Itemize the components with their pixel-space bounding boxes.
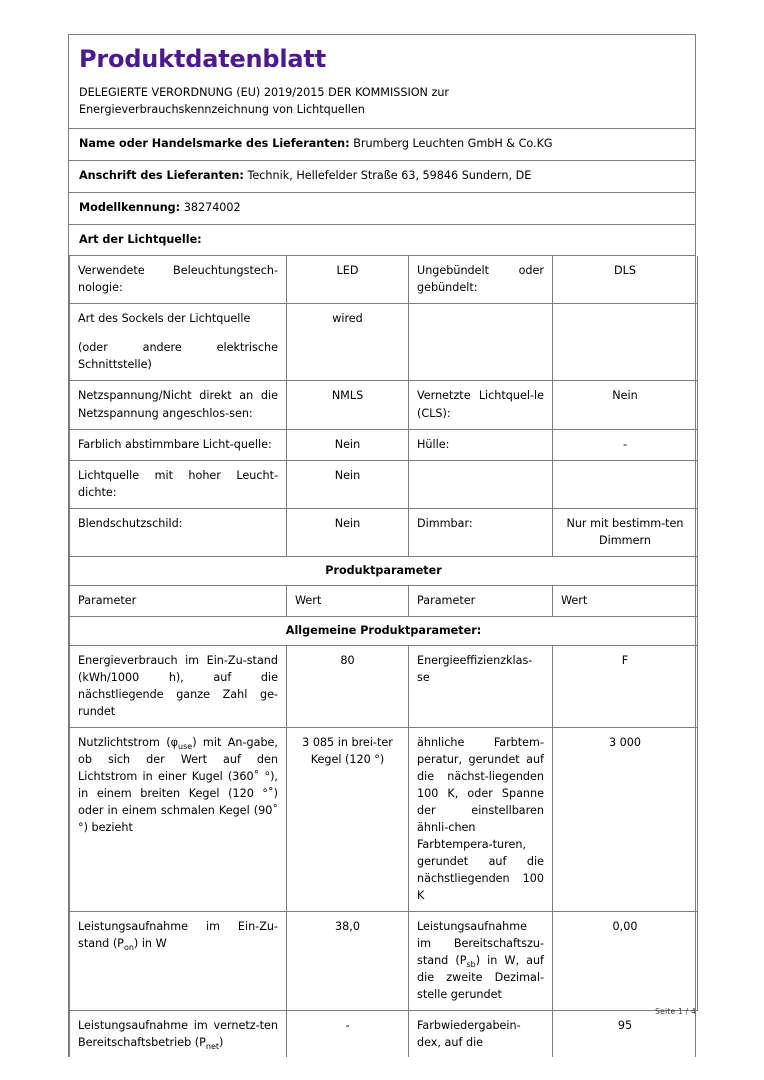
table-row: Leistungsaufnahme im Ein-Zu-stand (Pon) … bbox=[69, 911, 698, 1011]
row-value: LED bbox=[286, 256, 409, 305]
label-prefix: Leistungsaufnahme im Ein-Zu-stand (P bbox=[78, 919, 278, 950]
column-header-wert-2: Wert bbox=[552, 585, 698, 617]
supplier-address-label: Anschrift des Lieferanten: bbox=[79, 169, 244, 183]
row-value-2 bbox=[552, 303, 698, 382]
label-prefix: Leistungsaufnahme im vernetz-ten Bereits… bbox=[78, 1018, 278, 1049]
row-value: 3 085 in brei-ter Kegel (120 °) bbox=[286, 727, 409, 912]
row-value-2: 0,00 bbox=[552, 911, 698, 1011]
row-value-2: - bbox=[552, 429, 698, 461]
row-label-2 bbox=[408, 460, 553, 509]
regulation-line-2: Energieverbrauchskennzeichnung von Licht… bbox=[79, 103, 365, 117]
row-label-line-1: Art des Sockels der Lichtquelle bbox=[78, 312, 251, 326]
label-subscript: use bbox=[178, 741, 193, 751]
row-label-line-2: (oder andere elektrische Schnittstelle) bbox=[78, 341, 278, 372]
product-parameters-table-continued: Leistungsaufnahme im vernetz-ten Bereits… bbox=[69, 1010, 697, 1057]
row-value: Nein bbox=[286, 429, 409, 461]
row-label: Leistungsaufnahme im vernetz-ten Bereits… bbox=[69, 1010, 287, 1057]
row-value: Nein bbox=[286, 460, 409, 509]
light-source-type-heading-row: Art der Lichtquelle: bbox=[69, 225, 695, 257]
label2-prefix: Leistungsaufnahme im Bereitschaftszu-sta… bbox=[417, 919, 544, 967]
table-row: Energieverbrauch im Ein-Zu-stand (kWh/10… bbox=[69, 645, 698, 728]
table-row: Produktparameter bbox=[69, 556, 698, 586]
row-label-2: Hülle: bbox=[408, 429, 553, 461]
supplier-address-value: Technik, Hellefelder Straße 63, 59846 Su… bbox=[247, 169, 532, 183]
model-identifier-label: Modellkennung: bbox=[79, 200, 181, 214]
table-row: Lichtquelle mit hoher Leucht-dichte: Nei… bbox=[69, 460, 698, 509]
column-header-parameter-2: Parameter bbox=[408, 585, 553, 617]
row-value: 38,0 bbox=[286, 911, 409, 1011]
column-header-wert-1: Wert bbox=[286, 585, 409, 617]
table-row: Netzspannung/Nicht direkt an die Netzspa… bbox=[69, 380, 698, 430]
table-row: Farblich abstimmbare Licht-quelle: Nein … bbox=[69, 429, 698, 461]
supplier-name-label: Name oder Handelsmarke des Lieferanten: bbox=[79, 137, 350, 151]
row-label-2 bbox=[408, 303, 553, 382]
row-label-2: Dimmbar: bbox=[408, 508, 553, 557]
table-row: Allgemeine Produktparameter: bbox=[69, 616, 698, 646]
label-suffix: ) in W bbox=[133, 936, 167, 950]
row-value: NMLS bbox=[286, 380, 409, 430]
label-suffix: ) mit An-gabe, ob sich der Wert auf den … bbox=[78, 735, 278, 834]
row-label: Leistungsaufnahme im Ein-Zu-stand (Pon) … bbox=[69, 911, 287, 1011]
row-label: Verwendete Beleuchtungstech-nologie: bbox=[69, 256, 287, 305]
row-value-2: DLS bbox=[552, 256, 698, 305]
row-value-2 bbox=[552, 460, 698, 509]
row-label: Lichtquelle mit hoher Leucht-dichte: bbox=[69, 460, 287, 509]
light-source-table: Verwendete Beleuchtungstech-nologie: LED… bbox=[69, 256, 698, 1011]
row-label-2: ähnliche Farbtem-peratur, gerundet auf d… bbox=[408, 727, 553, 912]
document-header: Produktdatenblatt DELEGIERTE VERORDNUNG … bbox=[69, 35, 695, 130]
phi-symbol: φ bbox=[170, 735, 179, 749]
general-parameters-heading: Allgemeine Produktparameter: bbox=[69, 616, 698, 646]
label-prefix: Nutzlichtstrom ( bbox=[78, 735, 171, 749]
row-value-2: 3 000 bbox=[552, 727, 698, 912]
row-label-2: Leistungsaufnahme im Bereitschaftszu-sta… bbox=[408, 911, 553, 1011]
row-label: Energieverbrauch im Ein-Zu-stand (kWh/10… bbox=[69, 645, 287, 728]
light-source-type-heading: Art der Lichtquelle: bbox=[79, 232, 202, 246]
label2-suffix: ) in W, auf die zweite Dezimal-stelle ge… bbox=[417, 953, 544, 1001]
product-parameters-heading: Produktparameter bbox=[69, 556, 698, 586]
row-value-2: Nur mit bestimm-ten Dimmern bbox=[552, 508, 698, 557]
label-subscript: net bbox=[205, 1042, 220, 1052]
row-value: Nein bbox=[286, 508, 409, 557]
row-value-2: F bbox=[552, 645, 698, 728]
model-identifier-value: 38274002 bbox=[183, 200, 241, 214]
supplier-address-row: Anschrift des Lieferanten: Technik, Hell… bbox=[69, 161, 695, 193]
row-value-2: 95 bbox=[552, 1010, 697, 1057]
row-value: wired bbox=[286, 303, 409, 382]
clipped-last-row: Leistungsaufnahme im vernetz-ten Bereits… bbox=[69, 1010, 697, 1057]
row-label: Farblich abstimmbare Licht-quelle: bbox=[69, 429, 287, 461]
row-value: - bbox=[286, 1010, 409, 1057]
row-label-2: Farbwiedergabein-dex, auf die bbox=[408, 1010, 553, 1057]
row-label: Nutzlichtstrom (φuse) mit An-gabe, ob si… bbox=[69, 727, 287, 912]
label-subscript: on bbox=[123, 943, 134, 953]
row-label-2: Energieeffizienzklas-se bbox=[408, 645, 553, 728]
page-footer: Seite 1 / 4 bbox=[655, 1007, 696, 1016]
row-label: Art des Sockels der Lichtquelle (oder an… bbox=[69, 303, 287, 382]
row-value-2: Nein bbox=[552, 380, 698, 430]
row-label: Netzspannung/Nicht direkt an die Netzspa… bbox=[69, 380, 287, 430]
table-row: Blendschutzschild: Nein Dimmbar: Nur mit… bbox=[69, 508, 698, 557]
regulation-line-1: DELEGIERTE VERORDNUNG (EU) 2019/2015 DER… bbox=[79, 86, 450, 100]
table-header-row: Parameter Wert Parameter Wert bbox=[69, 585, 698, 617]
regulation-subtitle: DELEGIERTE VERORDNUNG (EU) 2019/2015 DER… bbox=[79, 84, 685, 118]
row-label-2: Ungebündelt oder gebündelt: bbox=[408, 256, 553, 305]
table-row: Art des Sockels der Lichtquelle (oder an… bbox=[69, 303, 698, 382]
column-header-parameter-1: Parameter bbox=[69, 585, 287, 617]
page-title: Produktdatenblatt bbox=[79, 45, 326, 73]
datasheet-sheet: Produktdatenblatt DELEGIERTE VERORDNUNG … bbox=[68, 34, 698, 1057]
row-label-2: Vernetzte Lichtquel-le (CLS): bbox=[408, 380, 553, 430]
table-row: Verwendete Beleuchtungstech-nologie: LED… bbox=[69, 256, 698, 305]
row-value: 80 bbox=[286, 645, 409, 728]
supplier-name-row: Name oder Handelsmarke des Lieferanten: … bbox=[69, 129, 695, 162]
table-row: Nutzlichtstrom (φuse) mit An-gabe, ob si… bbox=[69, 727, 698, 912]
label2-subscript: sb bbox=[466, 960, 476, 970]
row-label: Blendschutzschild: bbox=[69, 508, 287, 557]
supplier-name-value: Brumberg Leuchten GmbH & Co.KG bbox=[353, 137, 553, 151]
label-suffix: ) bbox=[219, 1035, 224, 1049]
model-identifier-row: Modellkennung: 38274002 bbox=[69, 193, 695, 225]
table-row: Leistungsaufnahme im vernetz-ten Bereits… bbox=[69, 1010, 697, 1057]
